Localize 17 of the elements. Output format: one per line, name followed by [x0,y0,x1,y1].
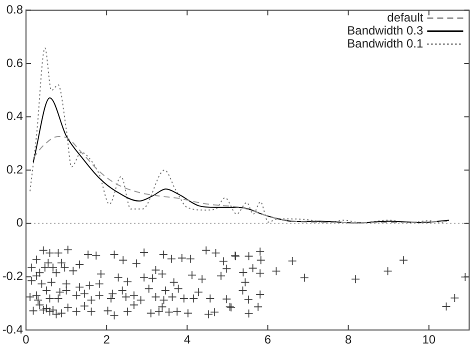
y-tick-label: 0.4 [6,109,24,124]
y-tick-label: -0.4 [2,322,24,336]
x-tick-label: 6 [264,332,272,347]
x-tick-label: 4 [184,332,191,347]
x-tick-label: 2 [103,332,110,347]
y-tick-label: 0 [16,216,24,230]
line-series [32,136,450,224]
legend-label: default [387,10,424,25]
y-tick-label: -0.2 [2,269,24,284]
x-tick-label: 10 [422,332,436,347]
y-tick-label: 0.6 [6,56,24,70]
y-tick-label: 0.2 [6,162,24,176]
legend-label: Bandwidth 0.1 [347,36,424,51]
line-series [32,97,450,224]
y-tick-label: 0.8 [6,2,24,17]
x-tick-label: 8 [344,332,352,347]
legend-label: Bandwidth 0.3 [347,24,424,38]
